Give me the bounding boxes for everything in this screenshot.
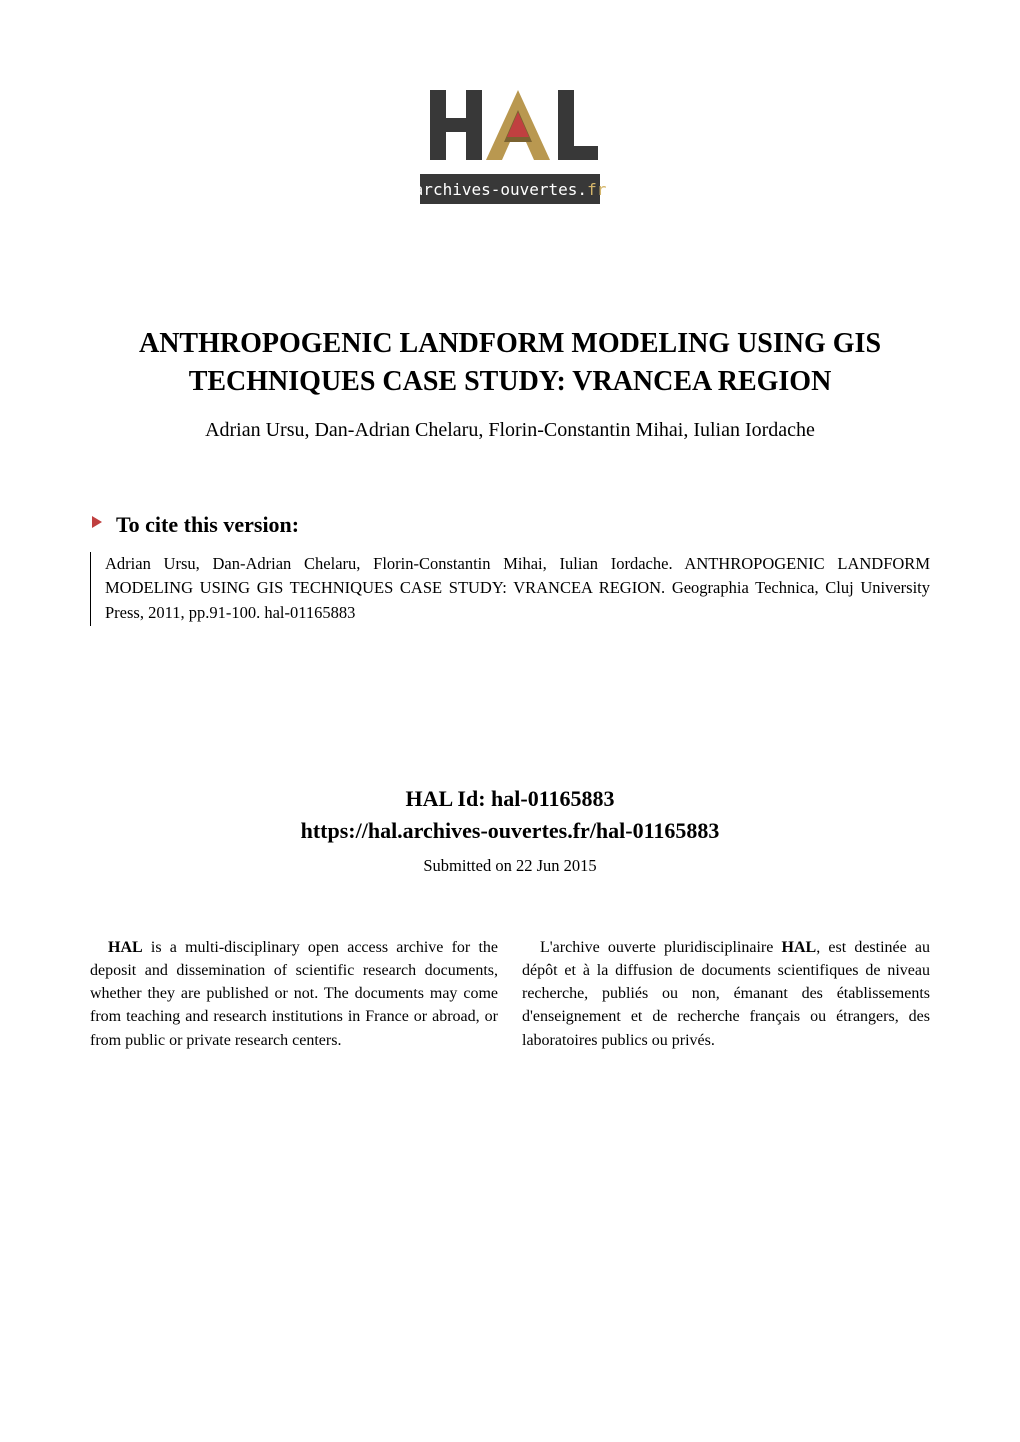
submitted-line: Submitted on 22 Jun 2015: [90, 856, 930, 876]
hal-id-block: HAL Id: hal-01165883 https://hal.archive…: [90, 786, 930, 876]
cite-triangle-icon: [90, 515, 104, 534]
right-col-before: L'archive ouverte pluridisciplinaire: [540, 939, 782, 956]
cite-section: To cite this version: Adrian Ursu, Dan-A…: [90, 512, 930, 626]
logo-subtext: archives-ouvertes.fr: [414, 180, 607, 199]
hal-logo: archives-ouvertes.fr: [90, 80, 930, 225]
right-column: L'archive ouverte pluridisciplinaire HAL…: [522, 936, 930, 1052]
left-column: HAL is a multi-disciplinary open access …: [90, 936, 498, 1052]
authors-line: Adrian Ursu, Dan-Adrian Chelaru, Florin-…: [90, 419, 930, 442]
cite-heading-row: To cite this version:: [90, 512, 930, 538]
cite-body: Adrian Ursu, Dan-Adrian Chelaru, Florin-…: [90, 552, 930, 626]
hal-logo-svg: archives-ouvertes.fr: [410, 80, 610, 220]
hal-url-line: https://hal.archives-ouvertes.fr/hal-011…: [90, 818, 930, 844]
left-col-text: is a multi-disciplinary open access arch…: [90, 939, 498, 1049]
description-columns: HAL is a multi-disciplinary open access …: [90, 936, 930, 1052]
cite-heading: To cite this version:: [116, 512, 299, 538]
left-col-bold: HAL: [108, 939, 143, 956]
right-col-bold: HAL: [782, 939, 817, 956]
hal-id-line: HAL Id: hal-01165883: [90, 786, 930, 812]
paper-title: ANTHROPOGENIC LANDFORM MODELING USING GI…: [90, 325, 930, 401]
